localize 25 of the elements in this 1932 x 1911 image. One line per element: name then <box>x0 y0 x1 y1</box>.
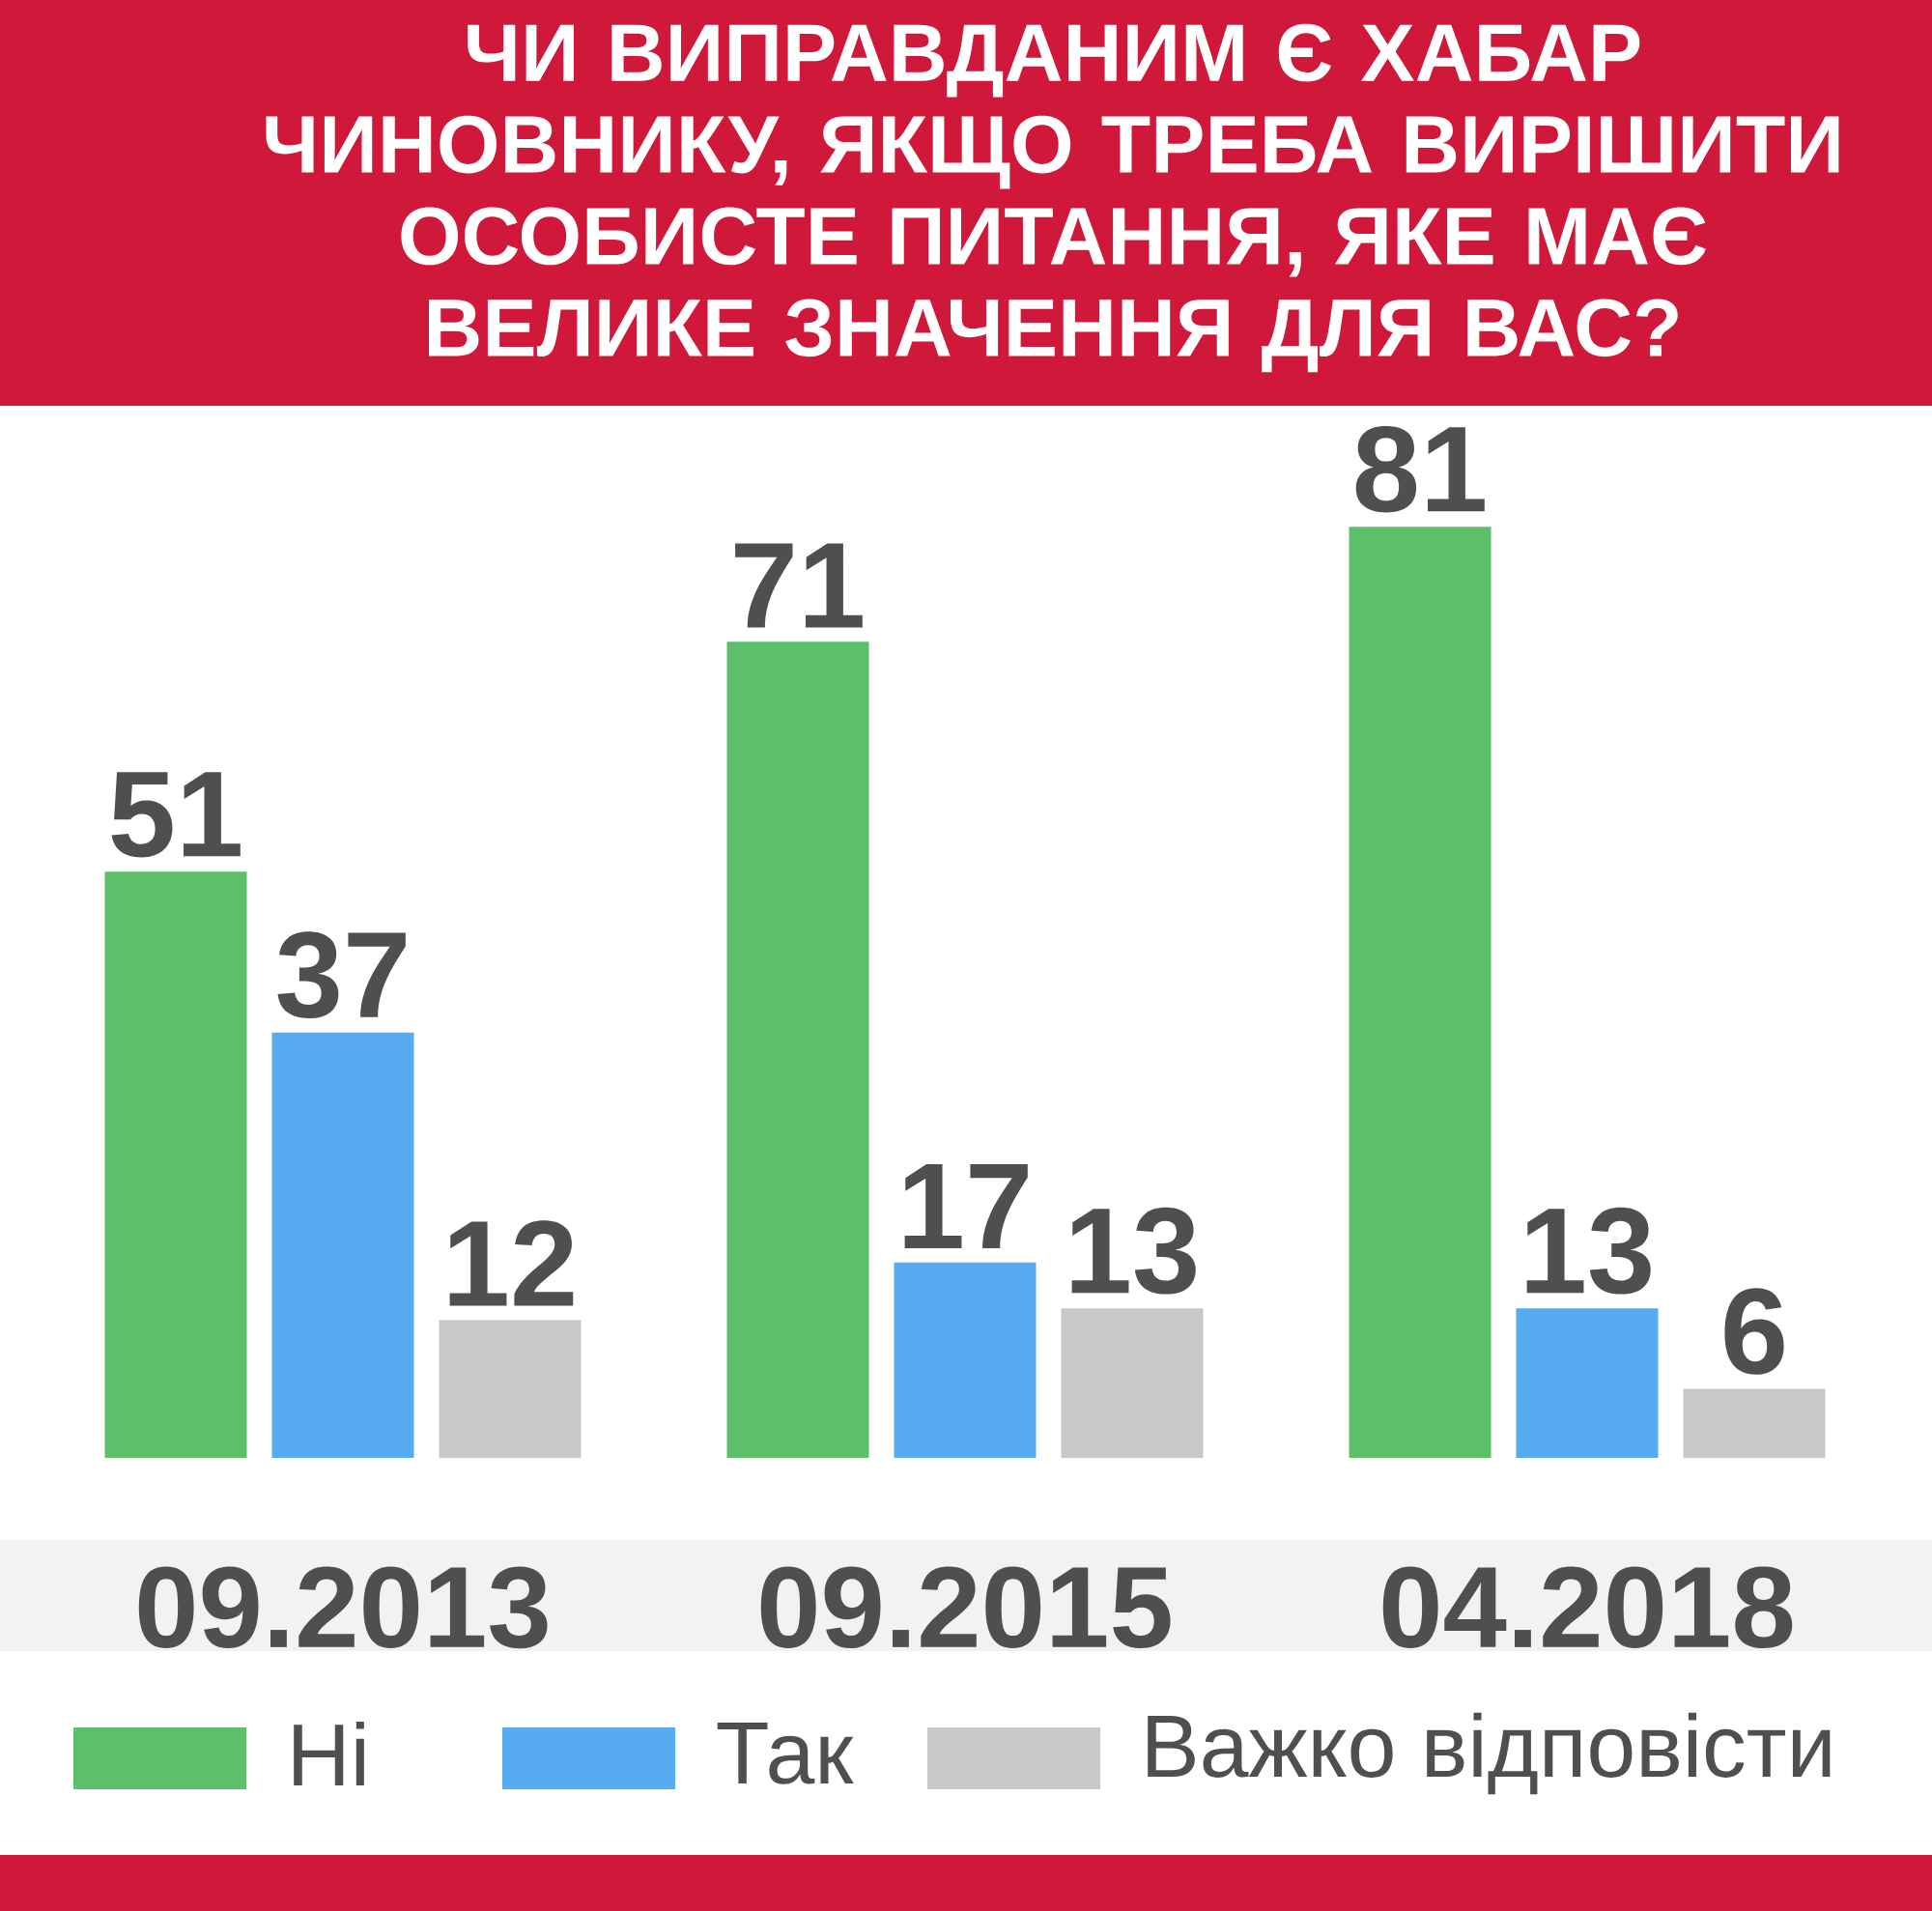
bar <box>271 1032 414 1458</box>
bar <box>1349 527 1492 1458</box>
data-label: 81 <box>1355 426 1485 513</box>
legend-label: Важко відповісти <box>1148 1712 1831 1795</box>
bar <box>439 1320 582 1458</box>
x-tick-label: 09.2013 <box>138 1566 548 1649</box>
legend-label: Ні <box>294 1721 364 1786</box>
bar <box>1683 1388 1826 1458</box>
bar <box>726 642 869 1458</box>
data-label: 51 <box>111 772 241 858</box>
bar <box>894 1262 1037 1458</box>
bar <box>1061 1308 1204 1458</box>
x-tick-label: 04.2018 <box>1382 1566 1793 1649</box>
data-label: 6 <box>1724 1288 1784 1375</box>
legend-label: Так <box>717 1723 854 1784</box>
bar <box>104 871 247 1458</box>
data-label: 13 <box>1071 1207 1196 1295</box>
data-label: 13 <box>1526 1207 1651 1295</box>
x-tick-label: 09.2015 <box>760 1566 1171 1649</box>
chart-title: ЧИ ВИПРАВДАНИМ Є ХАБАР ЧИНОВНИКУ, ЯКЩО ТРЕБА ВИРІШИТИ ОСОБИСТЕ ПИТАННЯ, ЯКЕ МАЄ ВЕЛИКЕ ЗНАЧЕННЯ ДЛЯ ВАС? <box>266 23 1839 373</box>
bar <box>1516 1308 1659 1458</box>
data-label: 37 <box>277 931 406 1019</box>
data-label: 71 <box>735 543 863 628</box>
data-label: 17 <box>904 1163 1028 1248</box>
data-label: 12 <box>449 1220 574 1306</box>
